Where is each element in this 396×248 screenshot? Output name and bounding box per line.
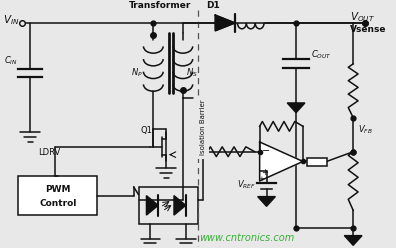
Polygon shape	[215, 15, 235, 31]
Text: $V_{FB}$: $V_{FB}$	[358, 123, 373, 135]
Text: $C_{OUT}$: $C_{OUT}$	[311, 48, 331, 61]
Text: −: −	[262, 146, 270, 156]
Polygon shape	[258, 197, 275, 206]
Polygon shape	[344, 236, 362, 245]
FancyBboxPatch shape	[307, 157, 327, 166]
Text: Isolation Barrier: Isolation Barrier	[200, 99, 206, 155]
Text: D1: D1	[206, 1, 220, 10]
Text: $N_P$: $N_P$	[131, 67, 143, 79]
Text: LDRV: LDRV	[38, 148, 60, 157]
Text: $N_S$: $N_S$	[186, 67, 198, 79]
Polygon shape	[147, 196, 158, 215]
Polygon shape	[260, 142, 303, 181]
Text: $V_{IN}$: $V_{IN}$	[3, 13, 19, 27]
Text: Q1: Q1	[141, 126, 152, 135]
Text: +: +	[262, 168, 268, 177]
FancyBboxPatch shape	[19, 176, 97, 215]
Text: Control: Control	[39, 199, 76, 208]
Text: www.cntronics.com: www.cntronics.com	[199, 233, 295, 243]
Text: Transformer: Transformer	[129, 1, 191, 10]
Text: $C_{IN}$: $C_{IN}$	[4, 55, 17, 67]
Text: $V_{REF}$: $V_{REF}$	[237, 179, 256, 191]
Polygon shape	[174, 196, 186, 215]
Text: +: +	[259, 176, 265, 182]
Text: PWM: PWM	[45, 185, 70, 194]
Polygon shape	[287, 103, 305, 113]
Text: Vsense: Vsense	[350, 25, 387, 34]
Text: $V_{OUT}$: $V_{OUT}$	[350, 10, 375, 24]
